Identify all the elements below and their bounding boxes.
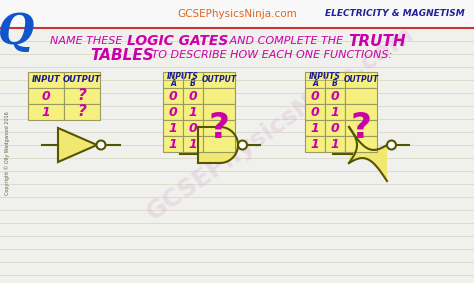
Text: 0: 0 [189, 89, 197, 102]
Bar [0, 0, 474, 28]
Text: INPUTS: INPUTS [309, 72, 341, 81]
Bar [325, 104, 345, 120]
Circle shape [238, 140, 247, 149]
Text: Copyright © Olly Wedgwood 2016: Copyright © Olly Wedgwood 2016 [4, 111, 10, 195]
Text: 0: 0 [310, 106, 319, 119]
Bar [203, 104, 235, 120]
Bar [203, 120, 235, 136]
Bar [183, 120, 203, 136]
Text: 0: 0 [331, 121, 339, 134]
Bar [203, 88, 235, 104]
Text: B: B [332, 79, 338, 88]
Text: 1: 1 [169, 121, 177, 134]
Text: TRUTH: TRUTH [348, 33, 406, 48]
Text: 0: 0 [42, 89, 50, 102]
Bar [203, 72, 235, 88]
Bar [183, 136, 203, 152]
Text: 1: 1 [42, 106, 50, 119]
Text: OUTPUT: OUTPUT [201, 76, 237, 85]
Text: 0: 0 [331, 89, 339, 102]
Bar [28, 104, 64, 120]
Bar [345, 120, 377, 136]
Text: TO DESCRIBE HOW EACH ONE FUNCTIONS:: TO DESCRIBE HOW EACH ONE FUNCTIONS: [148, 50, 392, 60]
Bar [325, 88, 345, 104]
Bar [163, 120, 183, 136]
Text: B: B [190, 79, 196, 88]
Text: ?: ? [78, 104, 86, 119]
Polygon shape [349, 127, 387, 181]
Text: GCSEPhysicsNinja.com: GCSEPhysicsNinja.com [177, 9, 297, 19]
Text: LOGIC GATES: LOGIC GATES [127, 34, 228, 48]
Bar [203, 136, 235, 152]
Bar [305, 136, 325, 152]
Bar [163, 72, 203, 88]
Text: ?: ? [350, 111, 372, 145]
Text: 0: 0 [169, 89, 177, 102]
Circle shape [97, 140, 106, 149]
Text: A: A [312, 79, 318, 88]
Text: 1: 1 [331, 138, 339, 151]
Text: 1: 1 [310, 121, 319, 134]
Bar [345, 72, 377, 88]
Text: INPUT: INPUT [32, 76, 60, 85]
Bar [28, 88, 64, 104]
Bar [64, 88, 100, 104]
Bar [163, 136, 183, 152]
Text: 1: 1 [189, 138, 197, 151]
Bar [325, 120, 345, 136]
Text: TABLES: TABLES [90, 48, 154, 63]
Bar [198, 127, 220, 163]
Text: ?: ? [78, 89, 86, 104]
Circle shape [387, 140, 396, 149]
Bar [305, 72, 345, 88]
Bar [345, 136, 377, 152]
Text: NAME THESE: NAME THESE [50, 36, 126, 46]
Bar [163, 88, 183, 104]
Text: GCSEPhysicsNinja.com: GCSEPhysicsNinja.com [142, 21, 418, 225]
Bar [64, 72, 100, 88]
Text: 1: 1 [310, 138, 319, 151]
Text: ELECTRICITY & MAGNETISM: ELECTRICITY & MAGNETISM [325, 10, 465, 18]
Text: 0: 0 [310, 89, 319, 102]
Text: AND COMPLETE THE: AND COMPLETE THE [226, 36, 346, 46]
Text: A: A [170, 79, 176, 88]
Text: INPUTS: INPUTS [167, 72, 199, 81]
Bar [64, 104, 100, 120]
Bar [183, 104, 203, 120]
Bar [345, 88, 377, 104]
Bar [325, 136, 345, 152]
Bar [163, 104, 183, 120]
Text: ?: ? [209, 111, 229, 145]
Bar [305, 104, 325, 120]
Text: OUTPUT: OUTPUT [344, 76, 379, 85]
Polygon shape [220, 127, 238, 163]
Polygon shape [58, 128, 97, 162]
Text: 0: 0 [169, 106, 177, 119]
Text: OUTPUT: OUTPUT [63, 76, 101, 85]
Bar [305, 120, 325, 136]
Text: 1: 1 [169, 138, 177, 151]
Text: Q: Q [0, 11, 34, 53]
Text: 0: 0 [189, 121, 197, 134]
Bar [305, 88, 325, 104]
Bar [183, 88, 203, 104]
Bar [28, 72, 64, 88]
Text: 1: 1 [331, 106, 339, 119]
Bar [345, 104, 377, 120]
Text: 1: 1 [189, 106, 197, 119]
